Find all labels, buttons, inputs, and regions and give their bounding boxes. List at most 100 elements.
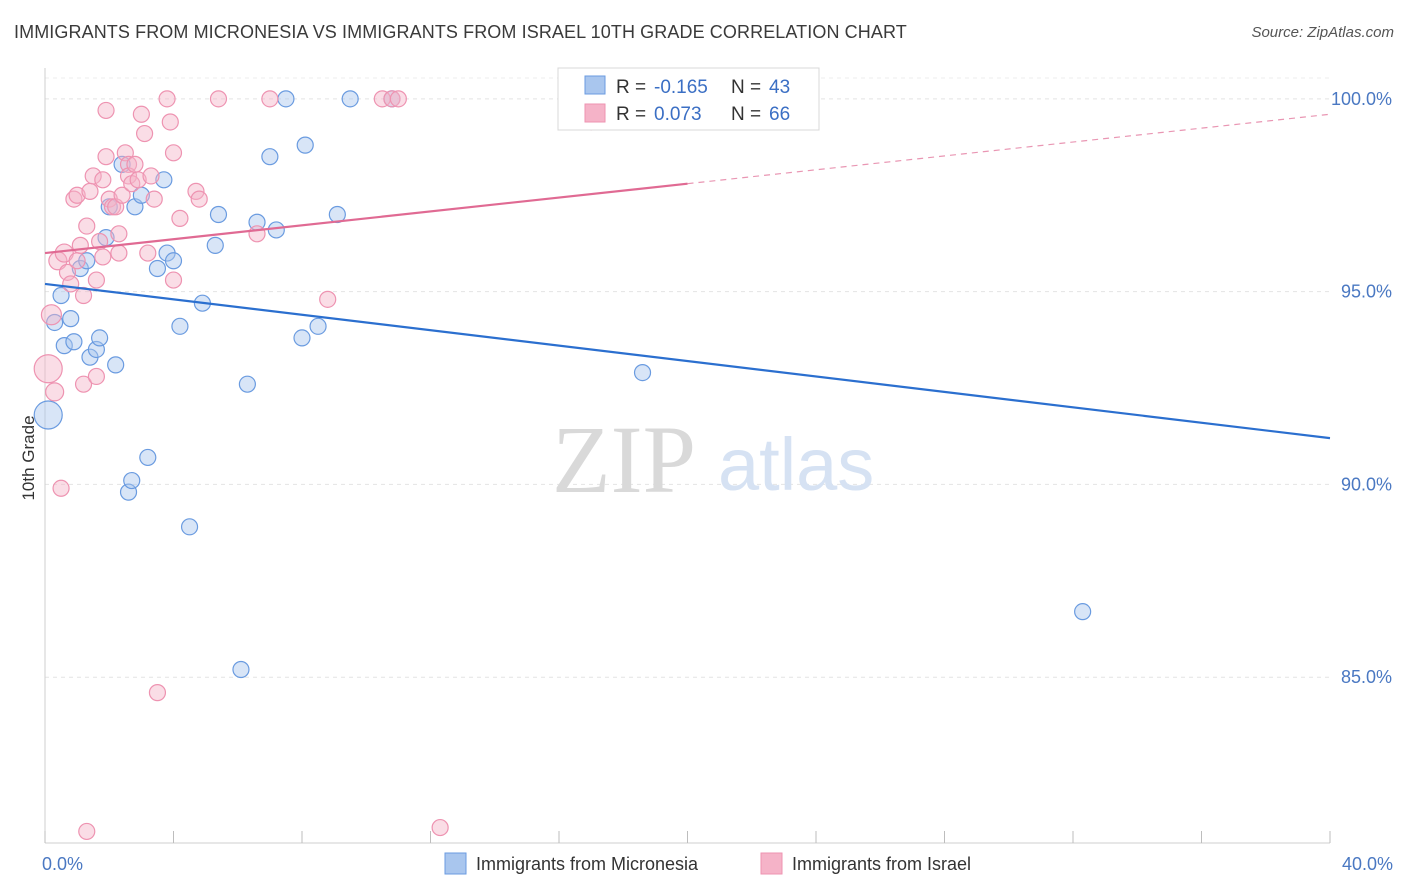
data-point xyxy=(33,400,63,430)
y-tick-label: 90.0% xyxy=(1341,474,1392,494)
data-point xyxy=(277,90,295,108)
trend-lines xyxy=(44,113,1331,440)
data-point xyxy=(132,105,150,123)
data-point xyxy=(113,186,131,204)
stats-n-value-micronesia: 43 xyxy=(769,77,790,98)
gridlines xyxy=(45,77,1330,678)
legend-label-micronesia: Immigrants from Micronesia xyxy=(476,854,699,874)
chart-title: IMMIGRANTS FROM MICRONESIA VS IMMIGRANTS… xyxy=(14,22,907,42)
data-point xyxy=(94,248,112,266)
watermark-atlas: atlas xyxy=(718,423,874,506)
data-point xyxy=(123,471,141,490)
data-point xyxy=(296,136,314,154)
data-point xyxy=(129,171,147,189)
stats-legend-swatch-israel xyxy=(584,103,606,123)
data-point xyxy=(261,148,279,166)
data-point xyxy=(319,290,337,308)
data-point xyxy=(68,252,86,270)
data-point xyxy=(293,329,311,347)
series-israel xyxy=(33,90,600,841)
data-point xyxy=(81,182,99,200)
data-point xyxy=(78,217,96,235)
data-point xyxy=(190,190,208,208)
stats-legend-swatch-micronesia xyxy=(584,75,606,95)
data-point xyxy=(54,243,74,263)
data-point xyxy=(94,171,112,189)
series-points xyxy=(33,90,1092,841)
data-point xyxy=(261,90,279,108)
legend-label-israel: Immigrants from Israel xyxy=(792,854,971,874)
x-tick-labels: 0.0% 40.0% xyxy=(42,854,1393,874)
data-point xyxy=(110,244,128,262)
data-point xyxy=(97,148,115,166)
data-point xyxy=(309,317,327,335)
stats-r-label-israel: R = xyxy=(616,104,646,125)
data-point xyxy=(171,209,189,227)
data-point xyxy=(46,313,64,332)
trend-line-israel xyxy=(44,182,688,255)
data-point xyxy=(206,236,224,254)
x-tick-label: 40.0% xyxy=(1342,854,1393,874)
watermark-zip: ZIP xyxy=(552,406,696,513)
data-point xyxy=(180,518,199,536)
data-point xyxy=(155,171,173,189)
y-tick-label: 95.0% xyxy=(1341,282,1392,302)
bottom-legend: Immigrants from Micronesia Immigrants fr… xyxy=(444,852,971,875)
data-point xyxy=(389,90,407,108)
y-tick-labels: 85.0% 90.0% 95.0% 100.0% xyxy=(1331,89,1392,687)
legend-swatch-israel xyxy=(760,852,783,875)
data-point xyxy=(164,252,183,270)
data-point xyxy=(91,329,109,347)
data-point xyxy=(209,205,228,224)
data-point xyxy=(33,354,63,384)
data-point xyxy=(139,244,157,262)
data-point xyxy=(142,167,160,185)
data-point xyxy=(62,310,80,328)
data-point xyxy=(148,259,167,278)
data-point xyxy=(68,186,86,204)
series-micronesia xyxy=(33,90,1092,679)
data-point xyxy=(62,275,80,293)
stats-r-value-israel: 0.073 xyxy=(654,104,702,125)
stats-r-label-micronesia: R = xyxy=(616,77,646,98)
axes xyxy=(44,68,1331,844)
stats-legend: R = -0.165 N = 43 R = 0.073 N = 66 xyxy=(557,67,820,131)
data-point xyxy=(110,225,128,243)
stats-n-value-israel: 66 xyxy=(769,104,790,125)
x-tick-label: 0.0% xyxy=(42,854,83,874)
data-point xyxy=(126,155,144,173)
watermark: ZIP atlas xyxy=(552,406,874,513)
data-point xyxy=(78,252,96,270)
data-point xyxy=(383,90,401,108)
stats-n-label-israel: N = xyxy=(731,104,761,125)
data-point xyxy=(97,101,115,120)
data-point xyxy=(248,225,266,243)
data-point xyxy=(52,479,70,497)
data-point xyxy=(164,271,183,289)
trend-line-extension-israel xyxy=(687,113,1331,185)
data-point xyxy=(145,190,163,208)
data-point xyxy=(78,822,96,841)
y-tick-label: 100.0% xyxy=(1331,89,1392,109)
y-axis-label: 10th Grade xyxy=(19,415,38,500)
data-point xyxy=(1074,603,1092,621)
data-point xyxy=(45,382,65,402)
data-point xyxy=(40,304,63,326)
data-point xyxy=(148,684,167,702)
data-point xyxy=(267,221,285,239)
source-label: Source: ZipAtlas.com xyxy=(1251,24,1394,41)
data-point xyxy=(87,271,106,289)
data-point xyxy=(209,90,228,108)
data-point xyxy=(107,356,125,374)
data-point xyxy=(84,167,102,185)
data-point xyxy=(431,818,449,837)
stats-n-label-micronesia: N = xyxy=(731,77,761,98)
legend-swatch-micronesia xyxy=(444,852,467,875)
data-point xyxy=(135,124,154,143)
data-point xyxy=(87,367,106,386)
data-point xyxy=(341,90,359,108)
data-point xyxy=(52,286,70,305)
data-point xyxy=(158,90,176,108)
data-point xyxy=(139,448,157,467)
